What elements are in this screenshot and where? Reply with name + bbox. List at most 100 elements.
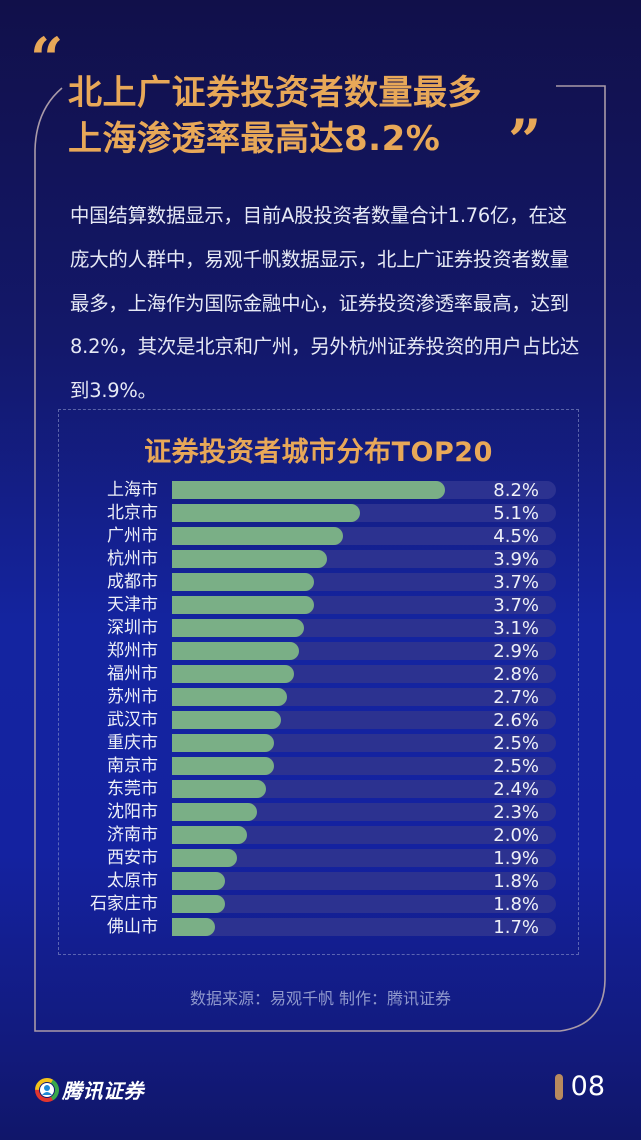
city-label: 苏州市 bbox=[107, 687, 158, 707]
bar-fill bbox=[172, 550, 327, 568]
chart-row: 北京市 5.1% bbox=[59, 502, 578, 525]
bar-fill bbox=[172, 619, 304, 637]
value-label: 4.5% bbox=[493, 526, 539, 547]
value-label: 2.8% bbox=[493, 664, 539, 685]
chart-row: 深圳市 3.1% bbox=[59, 617, 578, 640]
bar-fill bbox=[172, 757, 274, 775]
bar-fill bbox=[172, 642, 299, 660]
city-label: 郑州市 bbox=[107, 641, 158, 661]
bar-track bbox=[172, 481, 556, 499]
value-label: 3.7% bbox=[493, 572, 539, 593]
value-label: 1.8% bbox=[493, 894, 539, 915]
bar-track bbox=[172, 803, 556, 821]
bar-fill bbox=[172, 895, 225, 913]
value-label: 2.6% bbox=[493, 710, 539, 731]
bar-fill bbox=[172, 849, 237, 867]
bar-fill bbox=[172, 872, 225, 890]
chart-row: 东莞市 2.4% bbox=[59, 778, 578, 801]
bar-track bbox=[172, 688, 556, 706]
value-label: 2.4% bbox=[493, 779, 539, 800]
bar-track bbox=[172, 872, 556, 890]
chart-row: 苏州市 2.7% bbox=[59, 686, 578, 709]
city-label: 上海市 bbox=[107, 480, 158, 500]
title-line-2: 上海渗透率最高达8.2% bbox=[68, 119, 441, 159]
title-line-1: 北上广证券投资者数量最多 bbox=[68, 73, 482, 113]
city-label: 重庆市 bbox=[107, 733, 158, 753]
city-label: 深圳市 bbox=[107, 618, 158, 638]
tencent-logo-icon bbox=[35, 1077, 59, 1102]
bar-fill bbox=[172, 711, 281, 729]
bar-track bbox=[172, 596, 556, 614]
value-label: 3.9% bbox=[493, 549, 539, 570]
bar-track bbox=[172, 849, 556, 867]
city-label: 太原市 bbox=[107, 871, 158, 891]
chart-row: 石家庄市 1.8% bbox=[59, 893, 578, 916]
value-label: 5.1% bbox=[493, 503, 539, 524]
value-label: 2.0% bbox=[493, 825, 539, 846]
chart-row: 佛山市 1.7% bbox=[59, 916, 578, 939]
value-label: 8.2% bbox=[493, 480, 539, 501]
bar-track bbox=[172, 642, 556, 660]
value-label: 2.3% bbox=[493, 802, 539, 823]
page-marker bbox=[554, 1073, 563, 1100]
bar-track bbox=[172, 895, 556, 913]
value-label: 2.5% bbox=[493, 756, 539, 777]
value-label: 2.5% bbox=[493, 733, 539, 754]
bar-track bbox=[172, 504, 556, 522]
value-label: 1.9% bbox=[493, 848, 539, 869]
bar-track bbox=[172, 757, 556, 775]
chart-row: 重庆市 2.5% bbox=[59, 732, 578, 755]
chart-row: 杭州市 3.9% bbox=[59, 548, 578, 571]
bar-fill bbox=[172, 780, 266, 798]
city-label: 北京市 bbox=[107, 503, 158, 523]
city-label: 济南市 bbox=[107, 825, 158, 845]
bar-track bbox=[172, 711, 556, 729]
city-label: 佛山市 bbox=[107, 917, 158, 937]
chart-title: 证券投资者城市分布TOP20 bbox=[144, 437, 493, 468]
bar-fill bbox=[172, 918, 215, 936]
chart-row: 武汉市 2.6% bbox=[59, 709, 578, 732]
value-label: 3.7% bbox=[493, 595, 539, 616]
value-label: 2.9% bbox=[493, 641, 539, 662]
city-label: 东莞市 bbox=[107, 779, 158, 799]
bar-track bbox=[172, 826, 556, 844]
value-label: 1.8% bbox=[493, 871, 539, 892]
bar-fill bbox=[172, 573, 314, 591]
bar-fill bbox=[172, 665, 294, 683]
chart-rows: 上海市 8.2% 北京市 5.1% 广州市 4.5% 杭州市 3.9% 成都市 3.7% 天津市 3.… bbox=[59, 479, 578, 939]
bar-track bbox=[172, 734, 556, 752]
bar-fill bbox=[172, 481, 445, 499]
bar-fill bbox=[172, 504, 360, 522]
chart-row: 郑州市 2.9% bbox=[59, 640, 578, 663]
bar-track bbox=[172, 619, 556, 637]
data-source-note: 数据来源：易观千帆 制作：腾讯证券 bbox=[189, 989, 452, 1008]
chart-row: 天津市 3.7% bbox=[59, 594, 578, 617]
bar-fill bbox=[172, 688, 287, 706]
value-label: 3.1% bbox=[493, 618, 539, 639]
city-label: 成都市 bbox=[107, 572, 158, 592]
close-quote-mark: ” bbox=[508, 107, 542, 175]
chart-row: 西安市 1.9% bbox=[59, 847, 578, 870]
bar-track bbox=[172, 665, 556, 683]
bar-fill bbox=[172, 803, 257, 821]
city-label: 南京市 bbox=[107, 756, 158, 776]
page-title: 北上广证券投资者数量最多 上海渗透率最高达8.2% bbox=[68, 70, 482, 162]
city-label: 天津市 bbox=[107, 595, 158, 615]
chart-row: 福州市 2.8% bbox=[59, 663, 578, 686]
city-label: 石家庄市 bbox=[90, 894, 158, 914]
intro-paragraph: 中国结算数据显示，目前A股投资者数量合计1.76亿，在这庞大的人群中，易观千帆数… bbox=[70, 204, 580, 403]
bar-fill bbox=[172, 826, 247, 844]
bar-fill bbox=[172, 527, 343, 545]
city-label: 广州市 bbox=[107, 526, 158, 546]
chart-row: 南京市 2.5% bbox=[59, 755, 578, 778]
city-label: 福州市 bbox=[107, 664, 158, 684]
brand-logo: 腾讯证券 bbox=[35, 1075, 144, 1104]
bar-fill bbox=[172, 596, 314, 614]
brand-name: 腾讯证券 bbox=[62, 1079, 144, 1103]
open-quote-mark: “ bbox=[30, 25, 64, 93]
chart-row: 沈阳市 2.3% bbox=[59, 801, 578, 824]
bar-track bbox=[172, 918, 556, 936]
bar-track bbox=[172, 550, 556, 568]
city-label: 武汉市 bbox=[107, 710, 158, 730]
bar-track bbox=[172, 780, 556, 798]
